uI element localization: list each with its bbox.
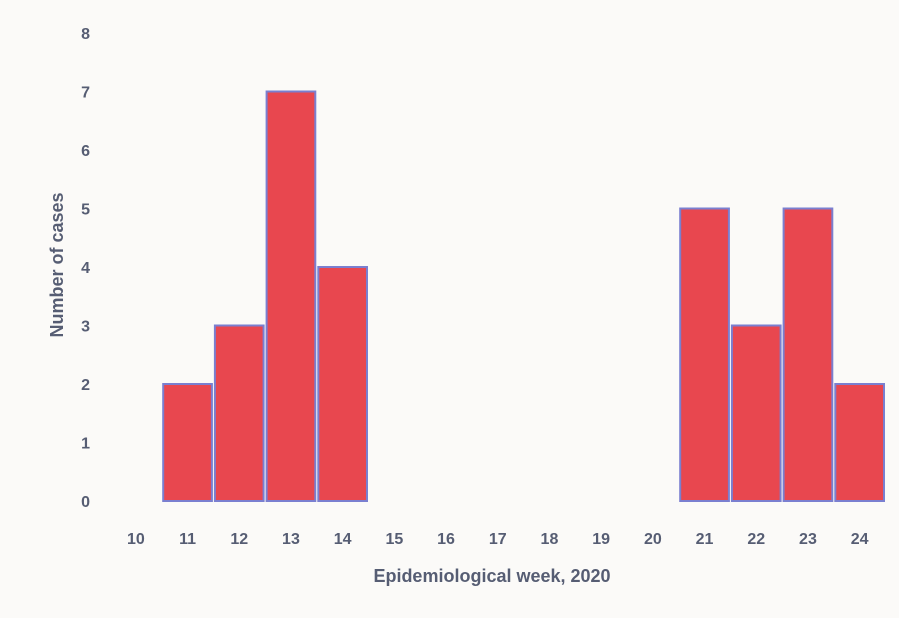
y-tick-label: 7 [81,85,90,102]
bar-week-13 [265,90,317,502]
x-tick-label: 14 [334,531,352,548]
y-tick-label: 6 [81,143,90,160]
x-tick-label: 16 [437,531,455,548]
bar-week-24 [834,383,885,502]
bars-group [162,90,885,502]
x-tick-label: 15 [385,531,403,548]
x-axis-title: Epidemiological week, 2020 [373,566,610,586]
bar-week-22 [730,324,782,502]
x-tick-label: 18 [541,531,559,548]
x-tick-label: 10 [127,531,145,548]
x-tick-label: 23 [799,531,817,548]
y-tick-label: 8 [81,26,90,43]
x-tick-label: 20 [644,531,662,548]
x-tick-label: 24 [851,531,869,548]
bar-week-21 [679,207,730,502]
x-tick-label: 21 [696,531,714,548]
x-axis-ticks: 10 11 12 13 14 15 16 17 18 19 20 21 22 23 24 [127,531,869,548]
bar-week-12 [213,324,265,502]
y-tick-label: 5 [81,202,90,219]
x-tick-label: 22 [747,531,765,548]
bar-week-11 [162,383,213,502]
bar-week-23 [782,207,834,502]
y-tick-label: 4 [81,260,90,277]
x-tick-label: 19 [592,531,610,548]
bar-week-14 [317,266,368,502]
x-tick-label: 11 [179,531,196,548]
y-tick-label: 1 [81,436,90,453]
y-axis-ticks: 0 1 2 3 4 5 6 7 8 [81,26,90,511]
x-tick-label: 13 [282,531,300,548]
y-axis-title: Number of cases [47,192,67,337]
x-tick-label: 17 [489,531,507,548]
x-tick-label: 12 [230,531,248,548]
y-tick-label: 3 [81,319,90,336]
y-tick-label: 0 [81,494,90,511]
y-tick-label: 2 [81,377,90,394]
